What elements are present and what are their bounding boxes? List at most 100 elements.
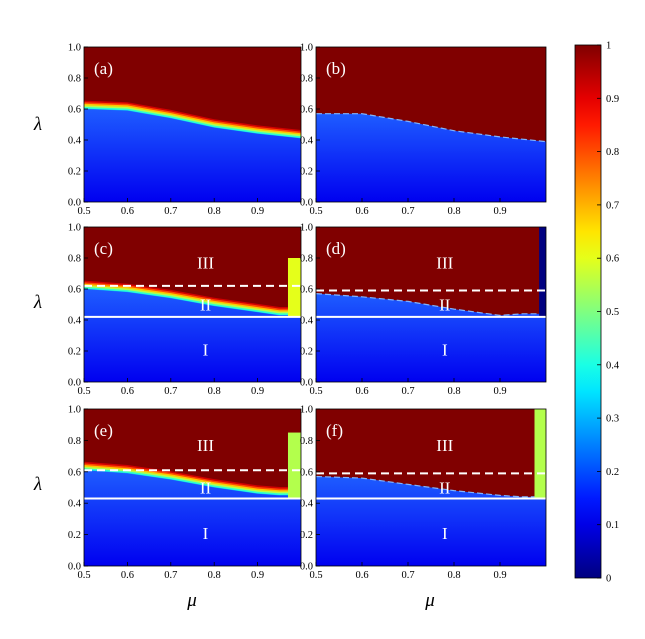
xlabel-right: μ: [424, 590, 435, 611]
low-region: [316, 293, 546, 382]
ytick-label: 0.2: [68, 167, 81, 178]
colorbar-tick-label: 0.3: [606, 414, 619, 425]
ytick-label: 0.0: [300, 378, 313, 389]
region-label: II: [200, 296, 212, 315]
ytick-label: 1.0: [300, 43, 313, 54]
colorbar-tick-label: 0.5: [606, 307, 619, 318]
ytick-label: 0.4: [300, 136, 314, 147]
xtick-label: 0.8: [208, 386, 221, 397]
ytick-label: 0.6: [300, 105, 313, 116]
xtick-label: 0.7: [401, 386, 414, 397]
ytick-label: 0.0: [300, 198, 313, 209]
region-label: II: [200, 479, 212, 498]
plot-frame: [83, 226, 302, 383]
plot-frame: [315, 408, 547, 567]
xtick-label: 0.6: [355, 206, 368, 217]
ytick-label: 1.0: [68, 405, 81, 416]
xtick-label: 0.6: [121, 206, 134, 217]
edge-strip: [534, 409, 546, 499]
colorbar-tick-label: 0.4: [606, 360, 620, 371]
xtick-label: 0.9: [493, 570, 506, 581]
boundary-edge: [316, 475, 546, 498]
ytick-label: 0.6: [68, 285, 81, 296]
ytick-label: 0.8: [300, 254, 313, 265]
ytick-label: 1.0: [68, 43, 81, 54]
xtick-label: 0.5: [309, 206, 322, 217]
ytick-label: 1.0: [300, 223, 313, 234]
xtick-label: 0.5: [309, 386, 322, 397]
xtick-label: 0.5: [77, 386, 90, 397]
ytick-label: 0.4: [68, 136, 82, 147]
xtick-label: 0.8: [447, 386, 460, 397]
ytick-label: 0.0: [300, 562, 313, 573]
panel-f: 0.00.20.40.60.81.00.5 0.6 0.7 0.8 0.9(f)IIII…: [300, 405, 547, 581]
xtick-label: 0.8: [447, 570, 460, 581]
ytick-label: 0.8: [68, 74, 81, 85]
region-label: I: [442, 340, 448, 359]
colorbar-tick-label: 0.6: [606, 254, 619, 265]
colorbar-tick-label: 1: [606, 41, 611, 52]
panel-label: (f): [326, 421, 343, 440]
ylabel-bottom: λ: [33, 474, 42, 495]
panel-label: (c): [94, 239, 113, 258]
low-region: [84, 470, 301, 566]
ytick-label: 0.0: [68, 378, 81, 389]
colorbar-tick-label: 0.8: [606, 147, 619, 158]
ytick-label: 0.8: [68, 254, 81, 265]
ytick-label: 0.0: [68, 562, 81, 573]
ylabel-top: λ: [33, 114, 42, 135]
ytick-label: 0.2: [300, 530, 313, 541]
low-region: [84, 289, 301, 382]
plot-frame: [83, 408, 302, 567]
xtick-label: 0.7: [164, 386, 177, 397]
ytick-label: 0.4: [68, 499, 82, 510]
xtick-label: 0.7: [164, 206, 177, 217]
ytick-label: 0.2: [68, 347, 81, 358]
plot-frame: [315, 46, 547, 203]
ytick-label: 0.4: [300, 316, 314, 327]
xtick-label: 0.9: [251, 570, 264, 581]
ytick-label: 1.0: [300, 405, 313, 416]
plot-frame: [83, 46, 302, 203]
region-label: III: [436, 436, 453, 455]
ytick-label: 0.2: [300, 347, 313, 358]
xtick-label: 0.7: [401, 206, 414, 217]
region-label: II: [439, 479, 451, 498]
xtick-label: 0.9: [251, 386, 264, 397]
xtick-label: 0.5: [309, 570, 322, 581]
xtick-label: 0.6: [355, 570, 368, 581]
xtick-label: 0.6: [121, 570, 134, 581]
xtick-label: 0.8: [208, 570, 221, 581]
xtick-label: 0.9: [251, 206, 264, 217]
region-label: I: [442, 524, 448, 543]
xtick-label: 0.7: [164, 570, 177, 581]
ytick-label: 0.0: [68, 198, 81, 209]
xlabel-left: μ: [186, 590, 197, 611]
xtick-label: 0.9: [493, 386, 506, 397]
xtick-label: 0.8: [447, 206, 460, 217]
edge-strip: [287, 432, 301, 499]
panel-a: 0.0 0.2 0.4 0.6 0.8 1.0 0.5 0.6 0.7 0.8 0.9 (a): [68, 43, 302, 217]
xtick-label: 0.5: [77, 570, 90, 581]
panel-label: (e): [94, 421, 113, 440]
xtick-label: 0.6: [121, 386, 134, 397]
region-label: III: [197, 436, 214, 455]
ytick-label: 0.6: [68, 105, 81, 116]
ytick-label: 0.6: [300, 467, 313, 478]
ytick-label: 0.8: [300, 436, 313, 447]
ytick-label: 0.4: [300, 499, 314, 510]
colorbar-tick-label: 0.9: [606, 94, 619, 105]
xtick-label: 0.7: [401, 570, 414, 581]
xtick-label: 0.6: [355, 386, 368, 397]
region-label: II: [439, 296, 451, 315]
ytick-label: 0.6: [68, 467, 81, 478]
panel-b: 0.0 0.2 0.4 0.6 0.8 1.0 0.5 0.6 0.7 0.8 0.9 (b): [300, 43, 547, 217]
region-label: I: [203, 340, 209, 359]
panel-label: (b): [326, 59, 346, 78]
edge-strip: [287, 258, 301, 317]
panel-label: (d): [326, 239, 346, 258]
panel-d: 0.00.20.40.60.81.00.5 0.6 0.7 0.8 0.9(d)IIII…: [300, 223, 547, 397]
region-label: III: [436, 254, 453, 273]
xtick-label: 0.8: [208, 206, 221, 217]
